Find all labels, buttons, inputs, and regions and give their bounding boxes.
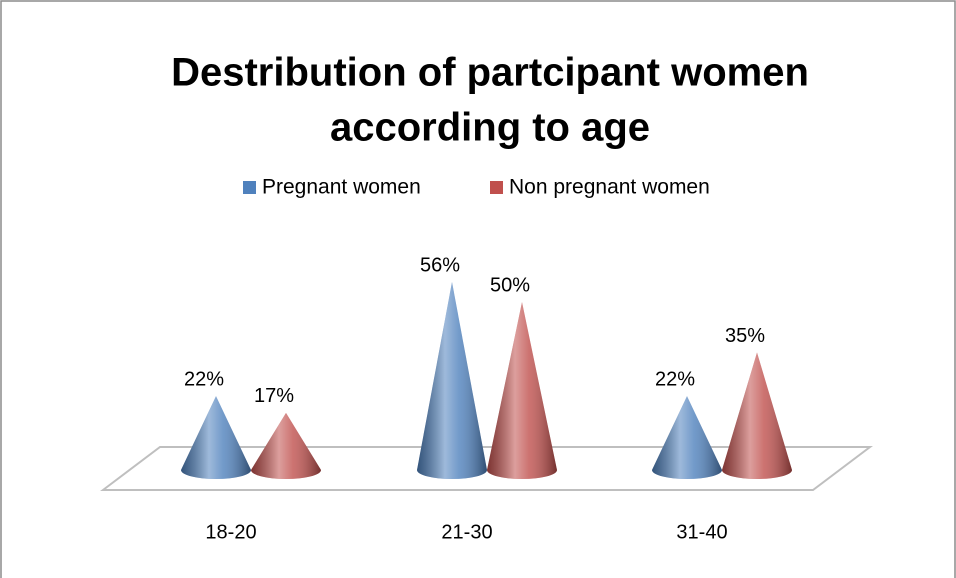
legend-swatch [243,181,256,194]
data-label: 22% [655,368,695,390]
chart-title: according to age [330,106,650,150]
cone [487,302,557,479]
cone [722,352,792,479]
data-label: 22% [184,368,224,390]
legend-swatch [490,181,503,194]
x-tick-label: 31-40 [676,521,727,543]
cone [181,396,251,479]
cone [417,282,487,479]
legend-label: Non pregnant women [509,176,710,199]
cone [251,412,321,479]
chart-title: Destribution of partcipant women [171,51,809,95]
cone [652,396,722,479]
x-tick-label: 21-30 [441,521,492,543]
data-label: 56% [420,254,460,276]
x-tick-label: 18-20 [205,521,256,543]
data-label: 17% [254,385,294,407]
legend-label: Pregnant women [262,176,421,199]
data-label: 50% [490,274,530,296]
data-label: 35% [725,325,765,347]
